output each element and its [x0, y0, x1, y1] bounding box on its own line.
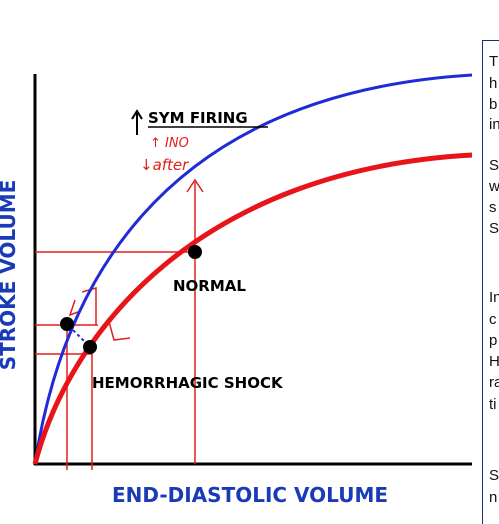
side-text-line: ti	[489, 396, 497, 413]
shock-label: HEMORRHAGIC SHOCK	[92, 374, 284, 392]
side-text-line: H	[489, 353, 499, 370]
side-text-line: p	[489, 332, 498, 349]
curve-sym	[33, 73, 473, 465]
normal-label: NORMAL	[173, 277, 246, 295]
side-text-line: ra	[489, 374, 499, 391]
inotropy: ↑ INO	[150, 136, 189, 151]
side-text-line: c	[489, 311, 497, 328]
x-axis-label: END-DIASTOLIC VOLUME	[112, 483, 388, 507]
diagram: SYM FIRING ↑ INO ↓after NORMAL HEMORRHAG…	[0, 73, 473, 507]
side-text-line: T	[489, 53, 499, 70]
side-text-line: w	[489, 178, 499, 195]
side-text-line: b	[489, 96, 498, 113]
shift-arrow	[71, 328, 89, 346]
side-text-line: h	[489, 75, 498, 92]
afterload: ↓after	[140, 156, 189, 174]
up-arrow-head	[131, 109, 143, 120]
sym-firing: SYM FIRING	[148, 109, 248, 127]
side-text-line: S	[489, 157, 499, 174]
point-shock	[83, 340, 97, 354]
point-normal	[188, 245, 202, 259]
side-text-line: n	[489, 489, 498, 506]
side-text-line: S	[489, 220, 499, 237]
side-text-line: in	[489, 116, 499, 133]
point-compensated	[60, 317, 74, 331]
y-axis-label: STROKE VOLUME	[0, 180, 20, 371]
side-text-line: S	[489, 467, 499, 484]
curve-normal	[32, 152, 473, 465]
side-text-line: s	[489, 199, 497, 216]
side-text-line: In	[489, 289, 499, 306]
